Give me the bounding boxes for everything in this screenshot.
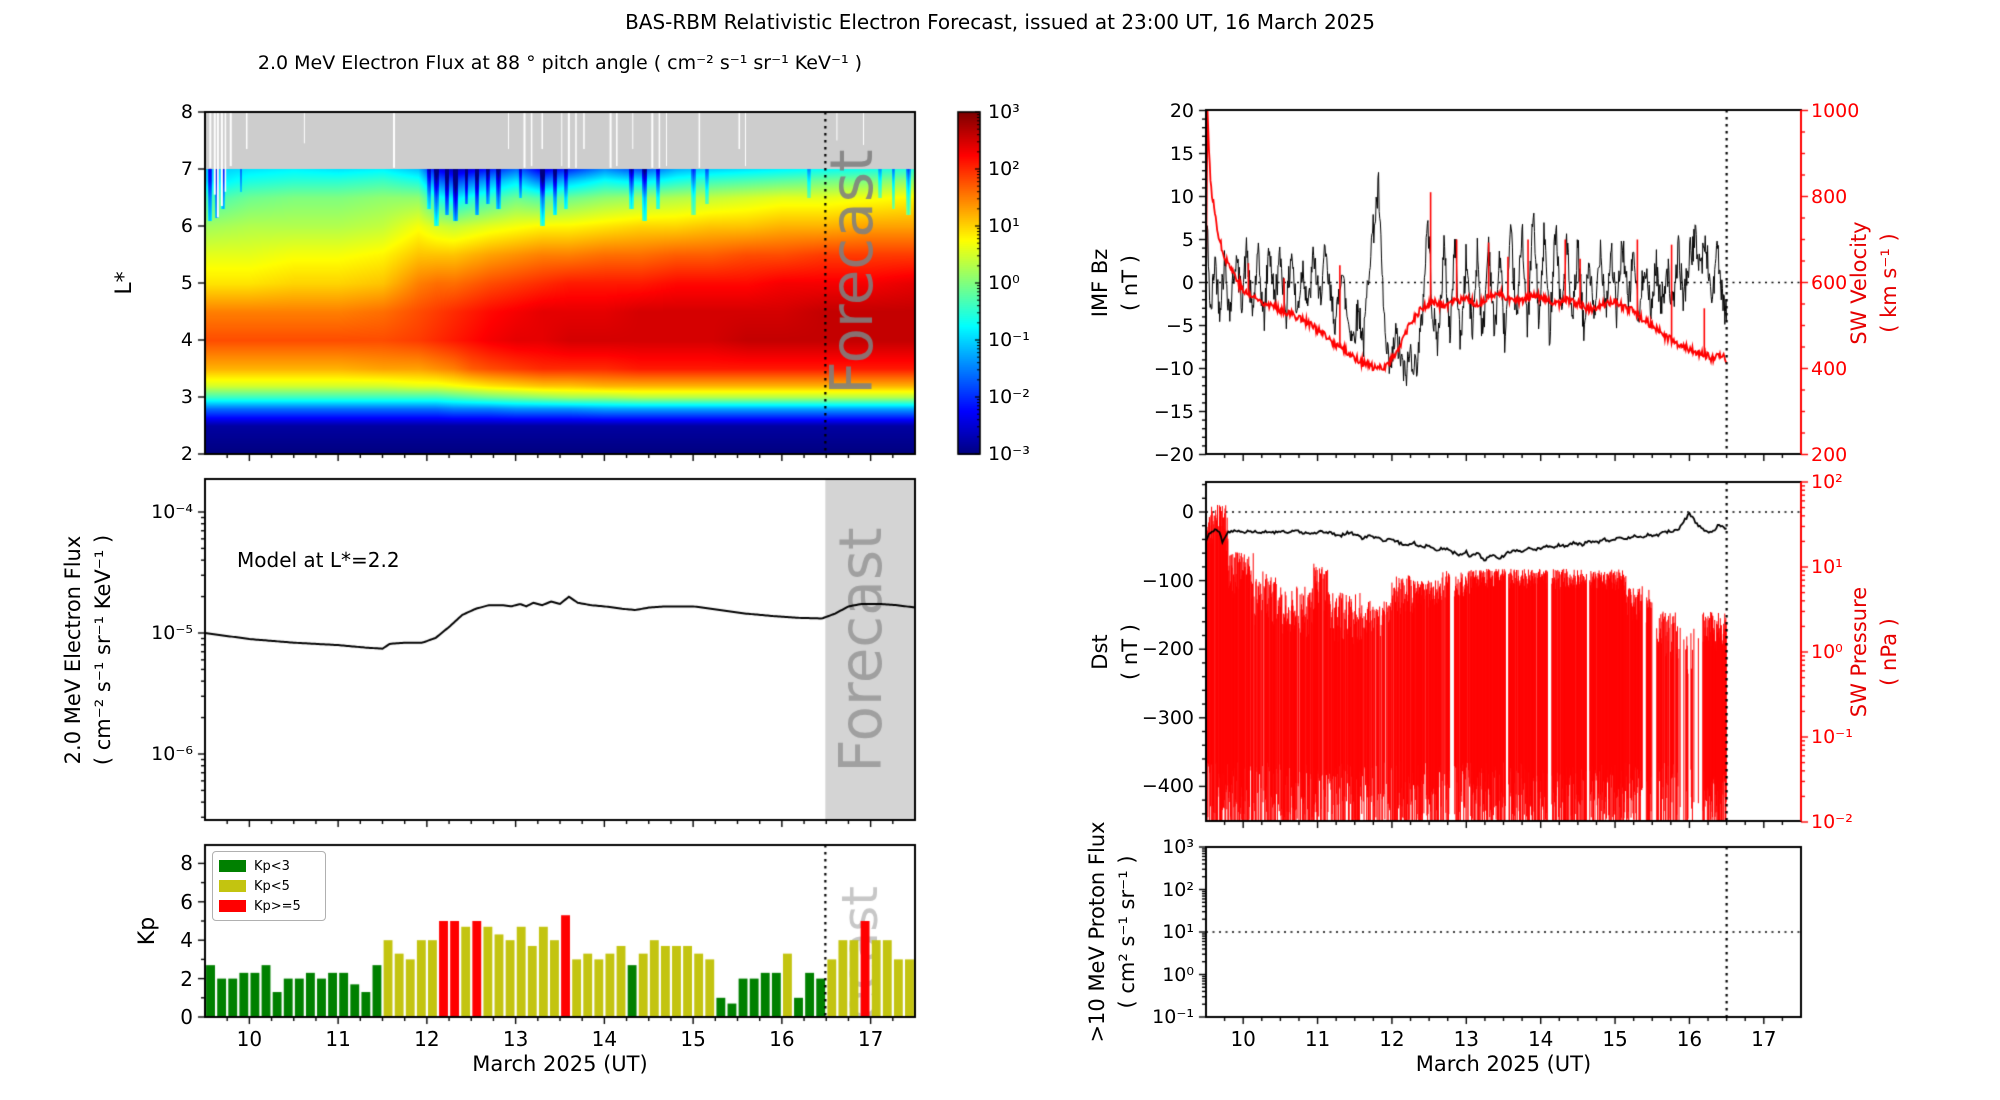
colorbar-tick-label: 10³ [988,101,1020,123]
proton-flux-xtick-label: 12 [1379,1027,1405,1051]
kp-legend: Kp<3 Kp<5 Kp>=5 [212,851,326,921]
imf-bz-ytick-label: −15 [1153,400,1194,423]
kp-xtick-label: 12 [414,1027,440,1051]
proton-flux-ytick-label: 10² [1162,878,1194,901]
proton-flux-ytick-label: 10³ [1162,836,1194,858]
electron-flux-ytick-label: 10⁻⁴ [151,501,193,523]
colorbar-tick-label: 10⁰ [988,272,1020,294]
spectrogram-ytick-label: 3 [180,386,193,408]
colorbar-tick-label: 10⁻³ [988,443,1030,465]
imf-bz-ytick-label: −20 [1153,443,1194,466]
kp-xtick-label: 13 [502,1027,529,1051]
dst-ytick-label: −200 [1141,638,1194,661]
dst-ytick-label: 0 [1181,501,1194,523]
main-title: BAS-RBM Relativistic Electron Forecast, … [625,10,1375,34]
kp-xtick-label: 16 [769,1027,795,1051]
dst-ytick-label: −300 [1141,706,1194,729]
proton-flux-ytick-label: 10¹ [1162,921,1194,943]
imf-bz-ytick-label: 0 [1181,271,1194,294]
colorbar-tick-label: 10¹ [988,215,1020,237]
model-annotation: Model at L*=2.2 [237,548,400,572]
legend-label-kp-mid: Kp<5 [254,878,290,894]
imf-bz-ytick-label: −10 [1153,357,1194,380]
imf-bz-ytick-label: 10 [1169,185,1194,208]
legend-swatch-green [219,860,246,872]
spectrogram-title: 2.0 MeV Electron Flux at 88 ° pitch angl… [257,52,863,74]
legend-item-kp-high: Kp>=5 [219,896,319,916]
spectrogram-ytick-label: 2 [180,443,193,465]
electron-flux-ytick-label: 10⁻⁵ [151,622,193,644]
legend-label-kp-high: Kp>=5 [254,898,301,914]
kp-xtick-label: 11 [325,1027,351,1051]
kp-ytick-label: 6 [180,889,193,914]
legend-item-kp-mid: Kp<5 [219,876,319,896]
imf-bz-ytick-label: −5 [1165,314,1194,337]
spectrogram-ytick-label: 8 [180,101,193,123]
sw-pressure-ytick-label: 10¹ [1811,556,1843,578]
electron-flux-axis-label-line1: 2.0 MeV Electron Flux [61,535,85,765]
legend-swatch-red [219,900,246,912]
kp-xtick-label: 15 [680,1027,706,1051]
spectrogram-ytick-label: 6 [180,215,193,237]
kp-ytick-label: 2 [180,966,193,991]
kp-ytick-label: 4 [180,928,193,953]
electron-flux-ytick-label: 10⁻⁶ [151,743,193,765]
sw-pressure-ytick-label: 10⁰ [1811,641,1843,663]
proton-flux-ytick-label: 10⁰ [1162,963,1194,986]
dst-ytick-label: −400 [1141,775,1194,798]
proton-flux-ytick-label: 10⁻¹ [1152,1006,1194,1028]
sw-velocity-ytick-label: 1000 [1811,99,1860,122]
sw-velocity-ytick-label: 400 [1811,357,1848,380]
spectrogram-ytick-label: 4 [180,329,193,351]
kp-ytick-label: 0 [180,1005,193,1029]
imf-bz-ytick-label: 20 [1169,99,1194,122]
electron-flux-axis-label-line2: ( cm⁻² s⁻¹ sr⁻¹ KeV⁻¹ ) [91,534,115,766]
spectrogram-ytick-label: 5 [180,272,193,294]
x-axis-label-right: March 2025 (UT) [1415,1052,1592,1076]
proton-flux-xtick-label: 14 [1527,1027,1554,1051]
kp-xtick-label: 10 [236,1027,263,1051]
sw-velocity-ytick-label: 200 [1811,443,1848,466]
proton-flux-xtick-label: 13 [1453,1027,1480,1051]
kp-ytick-label: 8 [180,851,193,876]
electron-flux-axis-label: 2.0 MeV Electron Flux ( cm⁻² s⁻¹ sr⁻¹ Ke… [58,535,118,765]
proton-flux-xtick-label: 16 [1676,1027,1703,1051]
imf-bz-ytick-label: 15 [1169,142,1194,165]
colorbar-tick-label: 10² [988,158,1020,180]
legend-swatch-yellow [219,880,246,892]
proton-flux-xtick-label: 10 [1230,1027,1256,1051]
sw-velocity-ytick-label: 600 [1811,271,1848,294]
colorbar-tick-label: 10⁻² [988,386,1030,408]
sw-pressure-ytick-label: 10⁻² [1811,811,1853,833]
legend-item-kp-low: Kp<3 [219,856,319,876]
dst-ytick-label: −100 [1141,569,1194,592]
spectrogram-ytick-label: 7 [180,158,193,180]
sw-pressure-ytick-label: 10⁻¹ [1811,726,1853,748]
legend-label-kp-low: Kp<3 [254,858,290,874]
colorbar-tick-label: 10⁻¹ [988,329,1030,351]
proton-flux-xtick-label: 17 [1751,1027,1777,1051]
imf-bz-ytick-label: 5 [1181,228,1194,251]
sw-velocity-ytick-label: 800 [1811,185,1848,208]
proton-flux-xtick-label: 11 [1304,1027,1331,1051]
kp-xtick-label: 17 [857,1027,884,1051]
sw-pressure-ytick-label: 10² [1811,471,1843,493]
proton-flux-xtick-label: 15 [1602,1027,1628,1051]
kp-xtick-label: 14 [591,1027,618,1051]
x-axis-label-left: March 2025 (UT) [472,1052,648,1076]
